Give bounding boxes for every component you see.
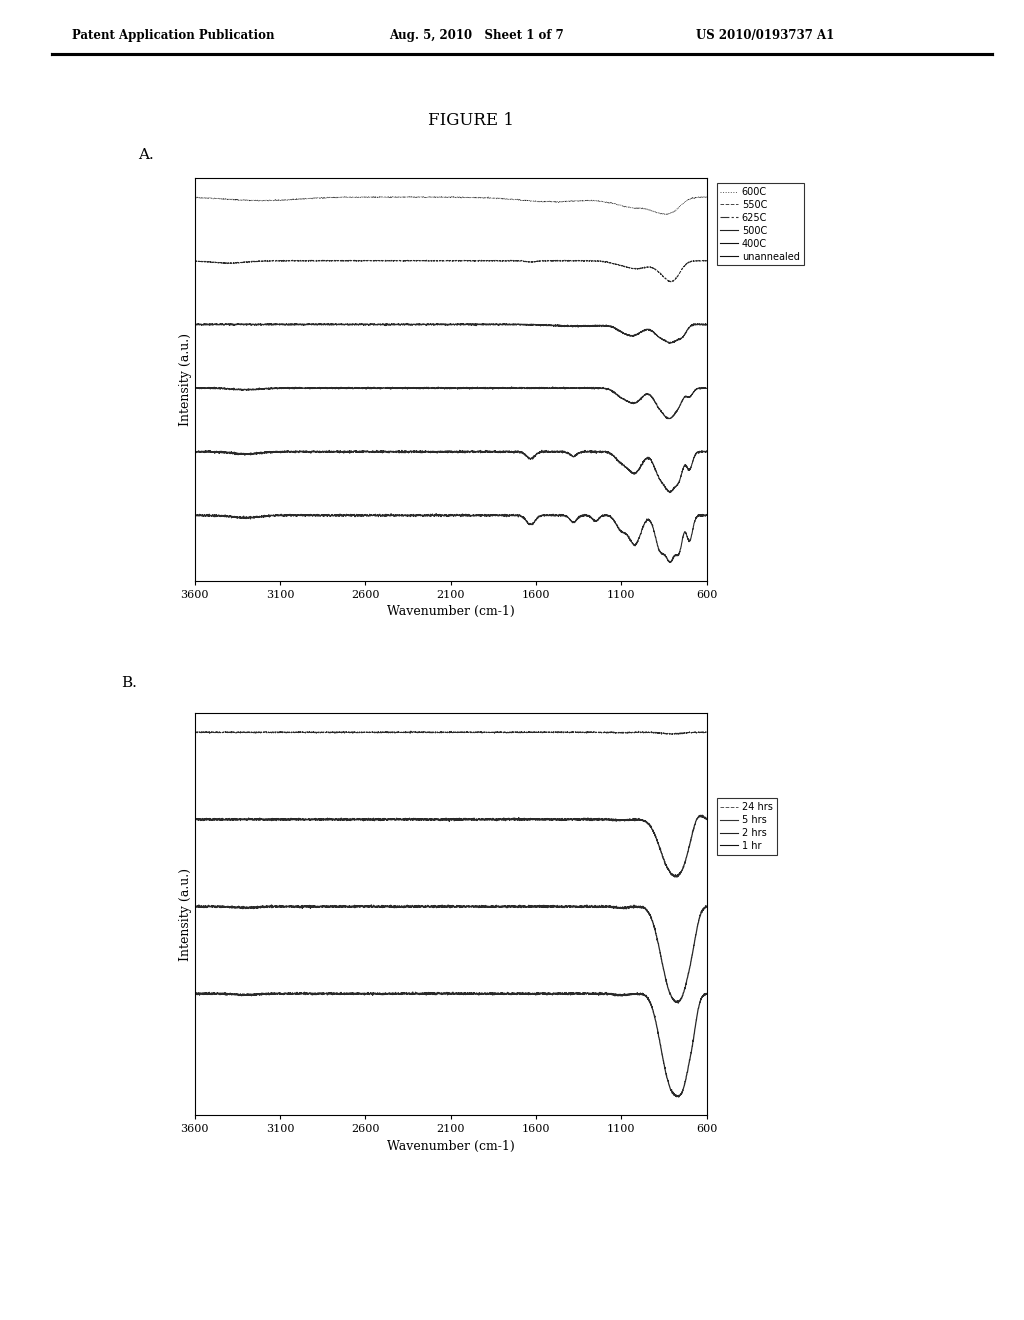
Text: US 2010/0193737 A1: US 2010/0193737 A1 — [696, 29, 835, 42]
X-axis label: Wavenumber (cm-1): Wavenumber (cm-1) — [387, 1140, 514, 1152]
Legend: 600C, 550C, 625C, 500C, 400C, unannealed: 600C, 550C, 625C, 500C, 400C, unannealed — [717, 183, 804, 265]
Legend: 24 hrs, 5 hrs, 2 hrs, 1 hr: 24 hrs, 5 hrs, 2 hrs, 1 hr — [717, 799, 776, 855]
Text: Patent Application Publication: Patent Application Publication — [72, 29, 274, 42]
Text: B.: B. — [121, 676, 137, 690]
Y-axis label: Intensity (a.u.): Intensity (a.u.) — [179, 867, 191, 961]
Y-axis label: Intensity (a.u.): Intensity (a.u.) — [179, 333, 191, 426]
Text: Aug. 5, 2010   Sheet 1 of 7: Aug. 5, 2010 Sheet 1 of 7 — [389, 29, 564, 42]
Text: A.: A. — [138, 148, 154, 162]
Text: FIGURE 1: FIGURE 1 — [428, 112, 514, 129]
X-axis label: Wavenumber (cm-1): Wavenumber (cm-1) — [387, 606, 514, 618]
